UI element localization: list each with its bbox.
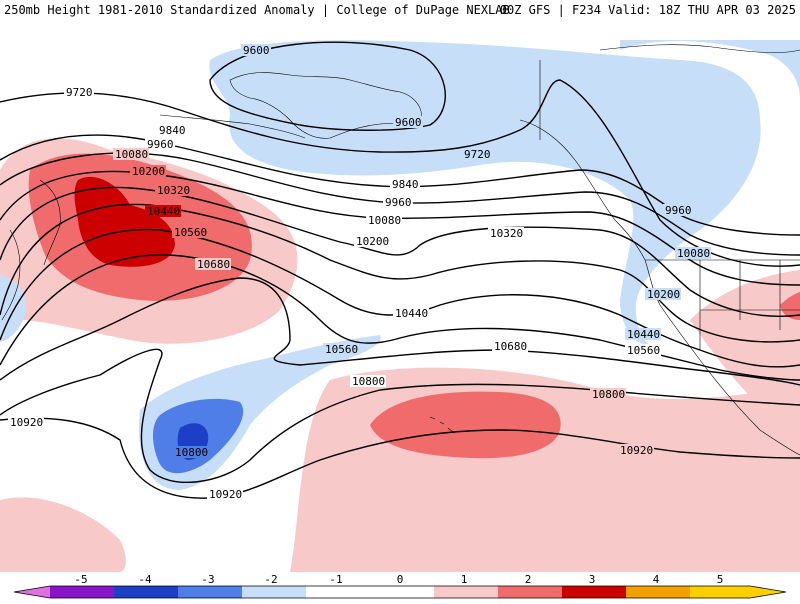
negative-anomaly-north [209,40,761,346]
contour-label: 10680 [197,258,230,271]
contour-label: 10080 [677,247,710,260]
contour-label: 10200 [356,235,389,248]
contour-label: 9960 [665,204,692,217]
colorbar-swatch-neg5 [14,586,50,598]
contour-label: 10320 [490,227,523,240]
bc-coast [519,119,646,261]
contour-label: 9960 [385,196,412,209]
contour-label: 10080 [368,214,401,227]
positive-anomaly-strong [74,176,175,267]
contour-label: 10920 [209,488,242,501]
colorbar-tick: -5 [74,573,87,586]
map-panel: 9600 9600 9720 9720 9840 9840 9960 9960 … [0,20,800,572]
negative-anomaly-northeast [620,40,800,100]
colorbar-swatch-pos1 [434,586,498,598]
contour-label: 10080 [115,148,148,161]
colorbar-tick: 0 [397,573,404,586]
contour-label: 10320 [157,184,190,197]
contour-10200 [0,186,800,317]
contour-label: 10440 [627,328,660,341]
colorbar-tick: 4 [653,573,660,586]
header: 250mb Height 1981-2010 Standardized Anom… [0,0,800,20]
contour-label: 9840 [159,124,186,137]
contour-label: 9960 [147,138,174,151]
positive-anomaly-sw-corner [0,497,126,572]
contour-label: 10560 [325,343,358,356]
colorbar-swatch-pos5 [690,586,786,598]
colorbar-swatch-pos4 [626,586,690,598]
colorbar-swatch-neg3 [114,586,178,598]
contour-label: 10800 [592,388,625,401]
colorbar-swatch-neg1 [242,586,306,598]
contour-labels: 9600 9600 9720 9720 9840 9840 9960 9960 … [8,44,711,501]
contour-9600 [209,41,446,131]
contour-label: 9720 [464,148,491,161]
contour-label: 10800 [352,375,385,388]
contour-label: 10440 [147,205,180,218]
colorbar-tick: -3 [201,573,214,586]
colorbar-outline [13,585,787,599]
contour-label: 9720 [66,86,93,99]
border-canada [539,60,800,261]
contour-label: 10200 [647,288,680,301]
contour-10680 [0,277,800,386]
colorbar-swatch-neg2 [178,586,242,598]
colorbar-swatch-pos2 [498,586,562,598]
colorbar-tick: -1 [329,573,342,586]
map-svg: 9600 9600 9720 9720 9840 9840 9960 9960 … [0,40,800,572]
colorbar-tick: -2 [264,573,277,586]
contour-label: 10800 [175,446,208,459]
japan-coast [1,229,21,321]
colorbar-tick: 5 [717,573,724,586]
colorbar-tick: 3 [589,573,596,586]
contour-10920 [0,417,800,499]
positive-anomaly-medium-south [370,391,561,459]
aleutian-chain [159,114,306,139]
colorbar-tick: 2 [525,573,532,586]
us-state-lines [699,260,800,350]
contour-label: 9600 [243,44,270,57]
contour-10320 [0,203,800,343]
kamchatka-coast [39,179,61,266]
contour-label: 10920 [10,416,43,429]
northern-canada [599,44,800,53]
contour-label: 9600 [395,116,422,129]
contour-10560 [0,254,800,381]
contour-label: 9840 [392,178,419,191]
contour-10080 [0,170,800,286]
contour-label: 10680 [494,340,527,353]
colorbar-swatch-zero [306,586,434,598]
contour-label: 10560 [174,226,207,239]
contour-9720 [0,79,800,267]
colorbar-swatch-neg4 [50,586,114,598]
colorbar-swatches [13,585,787,599]
colorbar-svg: -5 -4 -3 -2 -1 0 1 2 3 4 5 [13,573,787,599]
title-left: 250mb Height 1981-2010 Standardized Anom… [4,3,510,17]
colorbar-tick: 1 [461,573,468,586]
contour-label: 10200 [132,165,165,178]
contour-label: 10440 [395,307,428,320]
colorbar-swatch-pos3 [562,586,626,598]
positive-anomaly-south [290,367,800,572]
contour-label: 10920 [620,444,653,457]
colorbar-ticks: -5 -4 -3 -2 -1 0 1 2 3 4 5 [74,573,723,586]
colorbar: -5 -4 -3 -2 -1 0 1 2 3 4 5 [0,572,800,600]
positive-anomaly-medium-east [780,292,800,320]
colorbar-tick: -4 [138,573,152,586]
title-right: 00Z GFS | F234 Valid: 18Z THU APR 03 202… [499,3,796,17]
positive-anomaly-east [690,270,800,440]
contour-label: 10560 [627,344,660,357]
